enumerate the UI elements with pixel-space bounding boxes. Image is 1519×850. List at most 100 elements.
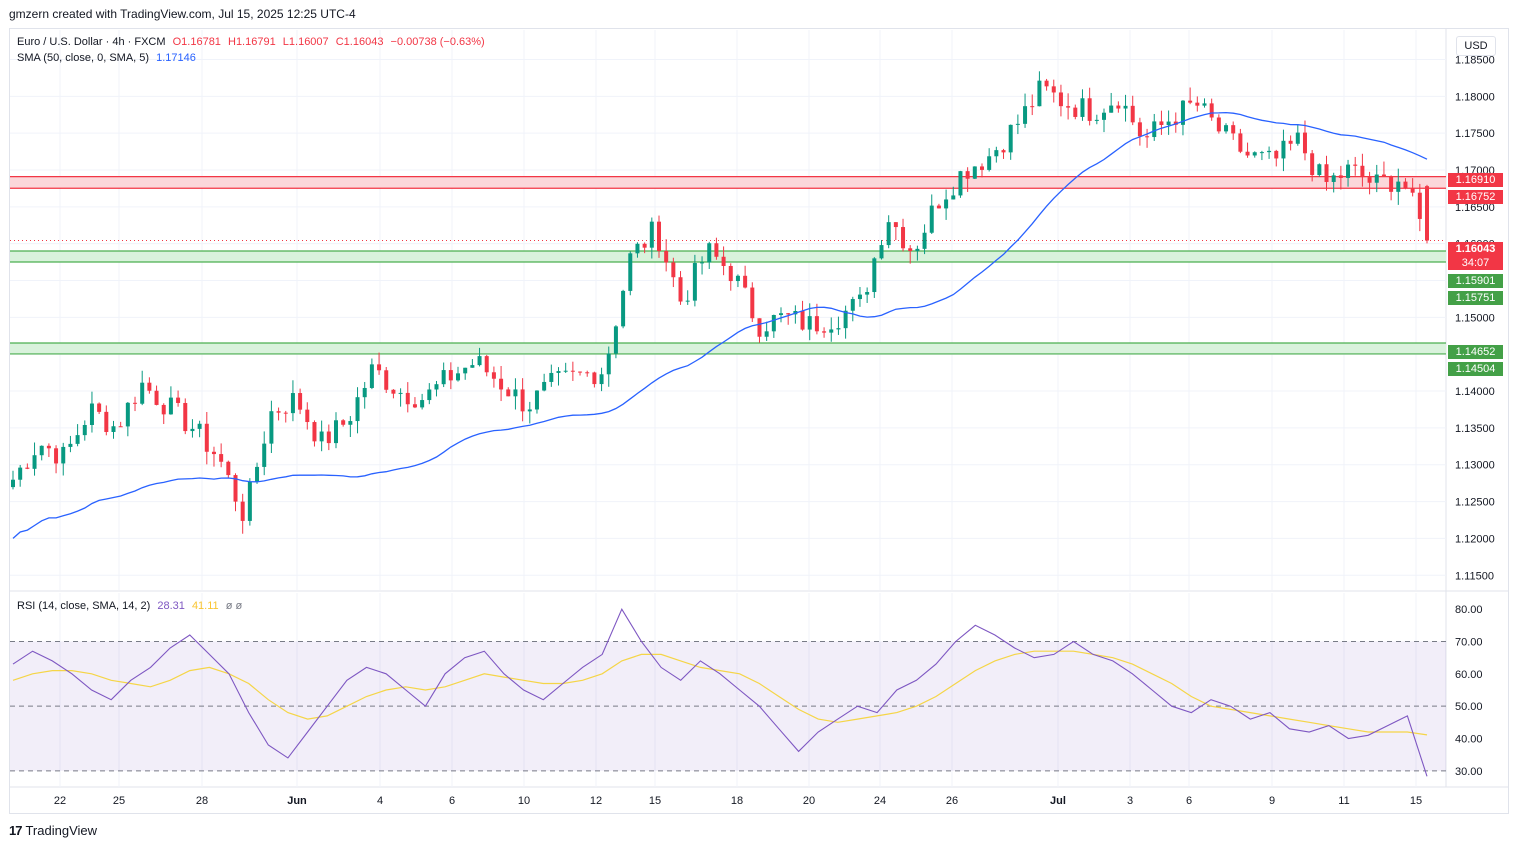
candle-body — [219, 454, 224, 462]
candle-body — [1130, 105, 1135, 123]
candle-body — [1188, 100, 1193, 103]
footer-brand[interactable]: 17 TradingView — [9, 823, 97, 838]
time-tick-label: Jun — [287, 795, 307, 807]
price-tick-label: 1.12500 — [1455, 497, 1495, 509]
rsi-label[interactable]: RSI (14, close, SMA, 14, 2) — [17, 600, 151, 612]
candle-body — [1180, 100, 1185, 125]
candle-body — [656, 221, 661, 252]
last-price-label: 1.16043 — [1448, 242, 1503, 256]
candle-body — [649, 221, 654, 248]
ohlc-change: −0.00738 (−0.63%) — [390, 36, 485, 48]
candle-body — [850, 299, 855, 311]
candle-body — [1030, 106, 1035, 108]
candle-body — [398, 392, 403, 394]
candle-body — [362, 387, 367, 398]
candle-body — [1015, 123, 1020, 125]
time-tick-label: Jul — [1050, 795, 1066, 807]
candle-body — [893, 222, 898, 228]
candle-body — [1274, 150, 1279, 159]
candle-body — [1403, 181, 1408, 189]
candle-body — [857, 294, 862, 300]
time-tick-label: 26 — [946, 795, 958, 807]
candle-body — [621, 290, 626, 327]
candle-body — [685, 300, 690, 302]
candle-body — [1252, 152, 1257, 156]
candle-body — [936, 205, 941, 209]
candle-body — [1245, 151, 1250, 156]
candle-body — [1216, 117, 1221, 132]
price-tick-label: 1.18000 — [1455, 91, 1495, 103]
candle-body — [484, 356, 489, 373]
rsi-tick-label: 60.00 — [1455, 669, 1483, 681]
candle-body — [25, 467, 30, 469]
time-tick-label: 11 — [1338, 795, 1349, 807]
candle-body — [183, 402, 188, 432]
candle-body — [61, 446, 66, 464]
candle-body — [549, 372, 554, 382]
candle-body — [1159, 121, 1164, 125]
candle-body — [1317, 164, 1322, 176]
rsi-band-fill — [10, 641, 1446, 771]
candle-body — [355, 397, 360, 422]
rsi-extra: ø ø — [225, 600, 243, 612]
candle-body — [671, 262, 676, 278]
candle-body — [994, 150, 999, 157]
time-tick-label: 10 — [518, 795, 530, 807]
candle-body — [1073, 107, 1078, 117]
price-tick-label: 1.16500 — [1455, 202, 1495, 214]
candle-body — [341, 420, 346, 425]
candle-body — [147, 382, 152, 391]
candle-body — [1310, 153, 1315, 176]
time-tick-label: 25 — [113, 795, 125, 807]
candle-body — [377, 364, 382, 371]
candle-body — [865, 292, 870, 295]
candle-body — [1094, 119, 1099, 121]
candle-body — [305, 409, 310, 423]
candle-body — [441, 370, 446, 385]
time-tick-label: 20 — [803, 795, 815, 807]
candle-body — [1267, 150, 1272, 153]
candle-body — [499, 378, 504, 390]
candle-body — [104, 411, 109, 432]
candle-body — [269, 411, 274, 444]
candle-body — [319, 431, 324, 442]
candle-body — [312, 422, 317, 442]
currency-button[interactable]: USD — [1456, 36, 1496, 56]
candle-body — [276, 411, 281, 413]
candle-body — [1001, 150, 1006, 153]
candle-body — [829, 329, 834, 333]
time-tick-label: 6 — [449, 795, 455, 807]
candle-body — [11, 479, 15, 488]
candle-body — [843, 310, 848, 329]
rsi-sma-line — [12, 650, 1428, 736]
rsi-tick-label: 50.00 — [1455, 701, 1483, 713]
candle-body — [958, 171, 963, 196]
candle-body — [908, 248, 913, 252]
sma-label[interactable]: SMA (50, close, 0, SMA, 5) — [17, 52, 150, 64]
candle-body — [664, 251, 669, 263]
candle-body — [1209, 103, 1214, 118]
candle-body — [635, 243, 640, 254]
candle-body — [456, 373, 461, 381]
rsi-legend[interactable]: RSI (14, close, SMA, 14, 2) 28.31 41.11 … — [17, 600, 246, 612]
candle-body — [1231, 125, 1236, 134]
candle-body — [1224, 125, 1229, 132]
price-tick-label: 1.15000 — [1455, 312, 1495, 324]
candle-body — [247, 481, 252, 521]
candle-body — [176, 397, 181, 403]
symbol-legend[interactable]: Euro / U.S. Dollar · 4h · FXCM O1.16781 … — [17, 36, 489, 48]
rsi-value: 28.31 — [157, 600, 185, 612]
candle-body — [255, 466, 260, 482]
tradingview-logo-icon: 17 — [9, 823, 23, 838]
candle-body — [700, 262, 705, 264]
candle-body — [262, 443, 267, 467]
chart-frame[interactable] — [9, 28, 1509, 814]
candle-body — [578, 371, 583, 373]
symbol-title[interactable]: Euro / U.S. Dollar · 4h · FXCM — [17, 36, 166, 48]
candle-body — [1396, 181, 1401, 192]
candle-body — [599, 374, 604, 385]
sma-legend[interactable]: SMA (50, close, 0, SMA, 5) 1.17146 — [17, 52, 200, 64]
candle-body — [735, 275, 740, 282]
candle-body — [814, 316, 819, 332]
